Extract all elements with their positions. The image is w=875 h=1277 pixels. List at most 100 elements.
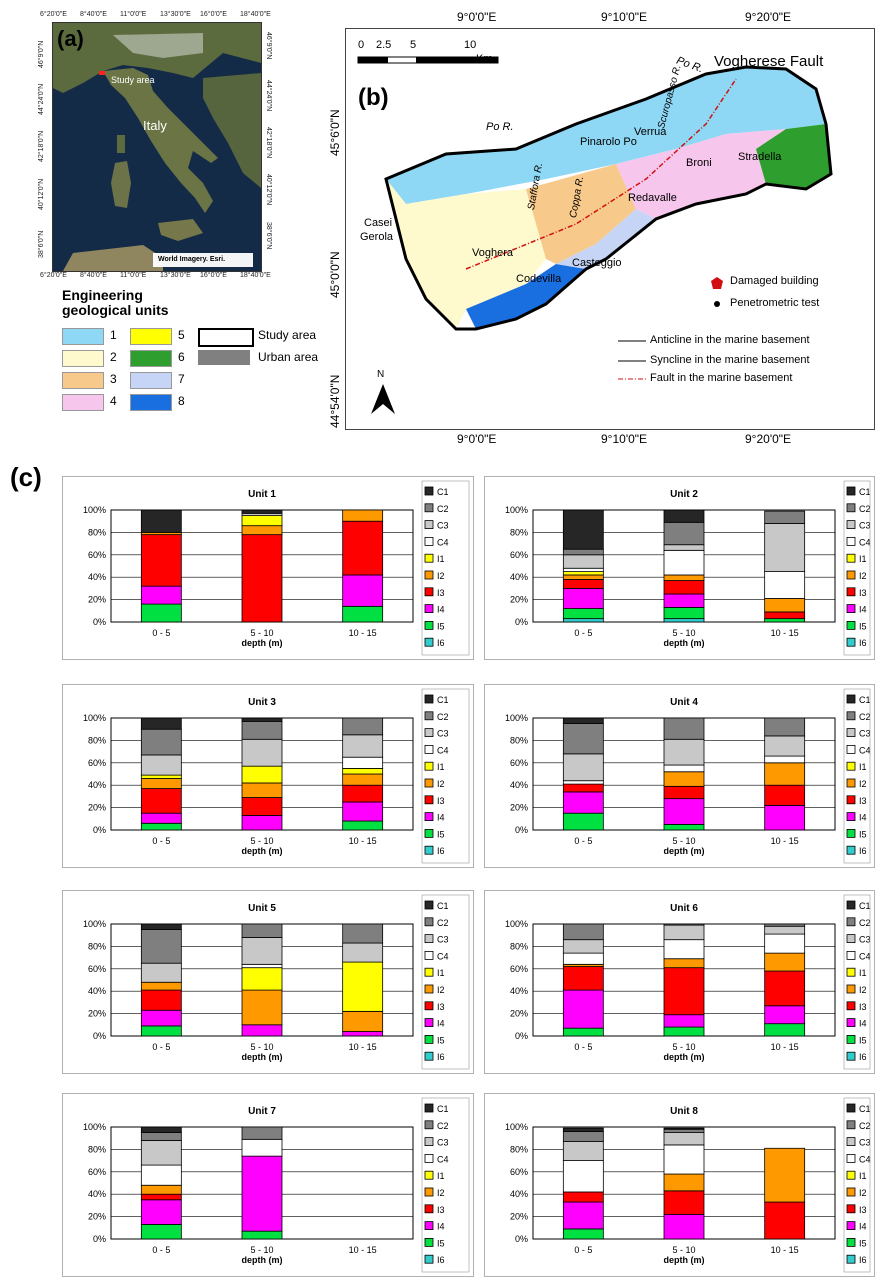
legend-label: I3 [437,796,445,806]
legend-fault: Fault in the marine basement [650,372,793,384]
north-label: N [377,369,385,380]
y-tick-label: 40% [88,572,106,582]
tick: 11°0'0"E [120,11,147,18]
map-attribution: World Imagery. Esri. [158,256,226,263]
legend-label: I1 [437,968,445,978]
legend-swatch-i5 [846,1237,856,1247]
legend-label: C4 [437,537,449,547]
chart-svg: Unit 7 0% 20% 40% 60% 80% 100% 0 - 5 5 - 10 10 - … [83,1097,470,1273]
study-area-swatch [198,328,254,347]
legend-swatch-c2 [424,711,434,721]
unit-swatch-3 [62,372,104,389]
y-tick-label: 100% [83,505,106,515]
unit-swatch-label: 4 [110,394,117,408]
bar-segment-c4 [140,1164,182,1186]
chart-svg: Unit 4 0% 20% 40% 60% 80% 100% 0 - 5 5 - 10 10 - … [505,688,871,864]
unit-swatch-5 [130,328,172,345]
legend-label: C3 [437,1138,449,1148]
legend-box [843,480,871,656]
chart-unit-4: Unit 4 0% 20% 40% 60% 80% 100% 0 - 5 5 - 10 10 - … [484,684,875,868]
legend-label: I5 [437,829,445,839]
y-tick-label: 100% [83,713,106,723]
legend-label: I1 [437,1171,445,1181]
panel-a-bottom-ticks: 6°20'0"E 8°40'0"E 11°0'0"E 13°30'0"E 16°… [40,272,280,282]
x-axis-label: depth (m) [242,846,283,856]
bar-segment-i4 [663,798,705,825]
legend-box [421,688,470,864]
x-tick-label: 10 - 15 [349,836,377,846]
chart-title: Unit 8 [670,1106,698,1117]
legend-label: C2 [437,918,449,928]
bar-segment-i1 [241,515,283,527]
legend-label: C1 [859,901,871,911]
bar-segment-c1 [241,509,283,514]
legend-swatch-c4 [424,745,434,754]
legend-swatch-i3 [846,1001,856,1011]
bar-segment-c3 [562,1141,604,1162]
legend-swatch-c2 [846,917,856,927]
bar-segment-i3 [663,580,705,595]
legend-label: I2 [859,985,867,995]
legend-label: I1 [859,762,867,772]
legend-box [843,688,871,864]
legend-label: I2 [859,571,867,581]
bar-segment-c1 [140,717,182,730]
tick: 8°40'0"E [80,11,107,18]
legend-label: C1 [437,695,449,705]
bar-segment-i4 [562,588,604,609]
bar-segment-i5 [663,1026,705,1037]
y-tick-label: 100% [83,919,106,929]
legend-swatch-i3 [846,795,856,805]
chart-unit-2: Unit 2 0% 20% 40% 60% 80% 100% 0 - 5 5 - 10 10 - … [484,476,875,660]
legend-swatch-i5 [846,1034,856,1044]
bar-segment-c1 [562,717,604,724]
legend-swatch-c1 [846,1103,856,1113]
bar-segment-c2 [241,720,283,740]
chart-svg: Unit 8 0% 20% 40% 60% 80% 100% 0 - 5 5 - 10 10 - … [505,1097,871,1273]
legend-label: I1 [437,554,445,564]
bar-segment-i5 [562,608,604,620]
legend-label: I5 [859,1238,867,1248]
legend-label: C1 [859,695,871,705]
bar-segment-c4 [663,549,705,576]
legend-swatch-i6 [846,845,856,855]
bar-segment-i2 [764,1147,806,1203]
legend-label: C1 [437,487,449,497]
bar-segment-c2 [663,923,705,926]
legend-label: I2 [859,1188,867,1198]
legend-swatch-i4 [846,1018,856,1027]
panel-a-top-ticks: 6°20'0"E 8°40'0"E 11°0'0"E 13°30'0"E 16°… [40,11,280,21]
chart-unit-7: Unit 7 0% 20% 40% 60% 80% 100% 0 - 5 5 - 10 10 - … [62,1093,474,1277]
legend-title-line2: geological units [62,302,169,318]
legend-swatch-i1 [846,553,856,563]
legend-swatch-i4 [424,1018,434,1027]
bar-segment-i4 [241,1024,283,1037]
chart-unit-6: Unit 6 0% 20% 40% 60% 80% 100% 0 - 5 5 - 10 10 - … [484,890,875,1074]
bar-segment-c2 [562,548,604,556]
y-tick-label: 60% [510,758,528,768]
legend-swatch-c1 [846,900,856,910]
legend-swatch-c2 [424,503,434,513]
legend-label: I6 [859,846,867,856]
y-tick-label: 0% [515,617,528,627]
bar-segment-c3 [342,942,384,963]
bar-segment-i4 [764,804,806,831]
y-tick-label: 20% [510,595,528,605]
bar-segment-i1 [342,961,384,1012]
bar-segment-i4 [342,574,384,607]
tick: 42°18'0"N [38,130,45,162]
place-casei: Casei [364,217,393,229]
bar-segment-c2 [140,929,182,964]
x-tick-label: 0 - 5 [152,836,170,846]
legend-swatch-i5 [424,828,434,838]
bar-segment-i5 [562,1228,604,1240]
place-stradella: Stradella [738,151,782,163]
legend-swatch-c4 [846,537,856,546]
tick: 40°12'0"N [38,178,45,210]
bar-segment-i4 [342,801,384,822]
legend-title-line1: Engineering [62,287,143,303]
chart-svg: Unit 2 0% 20% 40% 60% 80% 100% 0 - 5 5 - 10 10 - … [505,480,871,656]
bar-segment-c2 [342,717,384,736]
legend-swatch-c3 [424,1137,434,1146]
bar-segment-i3 [663,785,705,800]
